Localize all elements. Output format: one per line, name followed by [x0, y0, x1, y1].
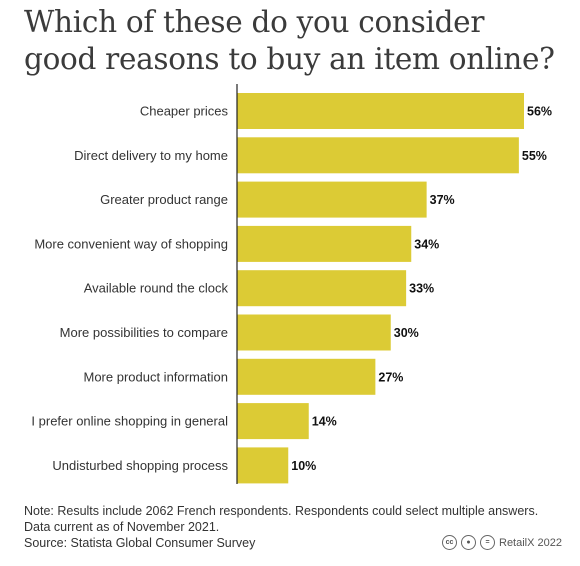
value-label: 34% [414, 237, 439, 251]
footer-note: Note: Results include 2062 French respon… [24, 504, 539, 518]
footer-data-current: Data current as of November 2021. [24, 520, 220, 534]
bar [237, 181, 427, 218]
value-label: 30% [394, 326, 419, 340]
chart-footer: Note: Results include 2062 French respon… [24, 503, 564, 551]
category-label: Undisturbed shopping process [52, 458, 228, 473]
bar [237, 403, 309, 440]
cc-icon: cc [442, 535, 457, 550]
nd-icon: = [480, 535, 495, 550]
value-label: 37% [430, 193, 455, 207]
category-label: Greater product range [100, 192, 228, 207]
value-label: 56% [527, 105, 552, 119]
by-icon: ● [461, 535, 476, 550]
bar-chart: Cheaper prices 56% Direct delivery to my h… [31, 84, 552, 484]
bar [237, 225, 412, 262]
chart-title: Which of these do you consider good reas… [24, 5, 555, 76]
bar [237, 270, 407, 307]
category-label: Cheaper prices [140, 104, 229, 119]
category-label: Available round the clock [84, 281, 229, 296]
bar [237, 358, 376, 395]
value-label: 33% [409, 282, 434, 296]
value-label: 55% [522, 149, 547, 163]
value-label: 10% [291, 459, 316, 473]
brand-text: RetailX 2022 [499, 536, 562, 549]
footer-source: Source: Statista Global Consumer Survey [24, 536, 256, 550]
bar [237, 447, 289, 484]
bar [237, 314, 391, 351]
category-label: More convenient way of shopping [34, 236, 228, 251]
category-label: More possibilities to compare [60, 325, 228, 340]
value-label: 14% [312, 415, 337, 429]
category-label: More product information [83, 369, 228, 384]
bar [237, 137, 519, 174]
category-label: Direct delivery to my home [74, 148, 228, 163]
value-label: 27% [378, 370, 403, 384]
bar [237, 93, 524, 129]
category-label: I prefer online shopping in general [31, 414, 228, 429]
brand-block: cc ● = RetailX 2022 [442, 535, 562, 550]
